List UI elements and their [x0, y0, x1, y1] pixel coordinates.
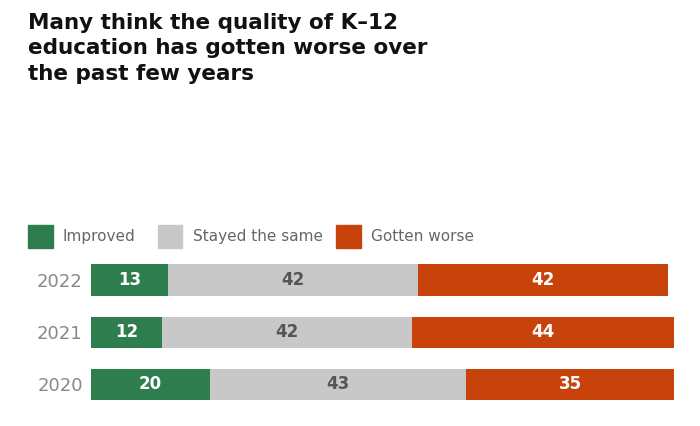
Text: 42: 42: [531, 271, 555, 289]
Text: Improved: Improved: [63, 229, 136, 244]
Text: 42: 42: [281, 271, 305, 289]
Bar: [169, 265, 419, 296]
Bar: [91, 317, 162, 348]
Text: Gotten worse: Gotten worse: [371, 229, 474, 244]
Text: 42: 42: [276, 323, 299, 341]
Text: 20: 20: [139, 375, 162, 394]
Text: Stayed the same: Stayed the same: [193, 229, 323, 244]
Bar: [91, 265, 169, 296]
Bar: [91, 369, 210, 400]
Bar: [419, 265, 668, 296]
Bar: [210, 369, 466, 400]
Text: Many think the quality of K–12
education has gotten worse over
the past few year: Many think the quality of K–12 education…: [28, 13, 428, 84]
Bar: [412, 317, 674, 348]
Text: 13: 13: [118, 271, 141, 289]
Bar: [466, 369, 674, 400]
Bar: [162, 317, 412, 348]
Text: 12: 12: [115, 323, 139, 341]
Text: 35: 35: [559, 375, 582, 394]
Text: 44: 44: [531, 323, 555, 341]
Text: 43: 43: [326, 375, 349, 394]
